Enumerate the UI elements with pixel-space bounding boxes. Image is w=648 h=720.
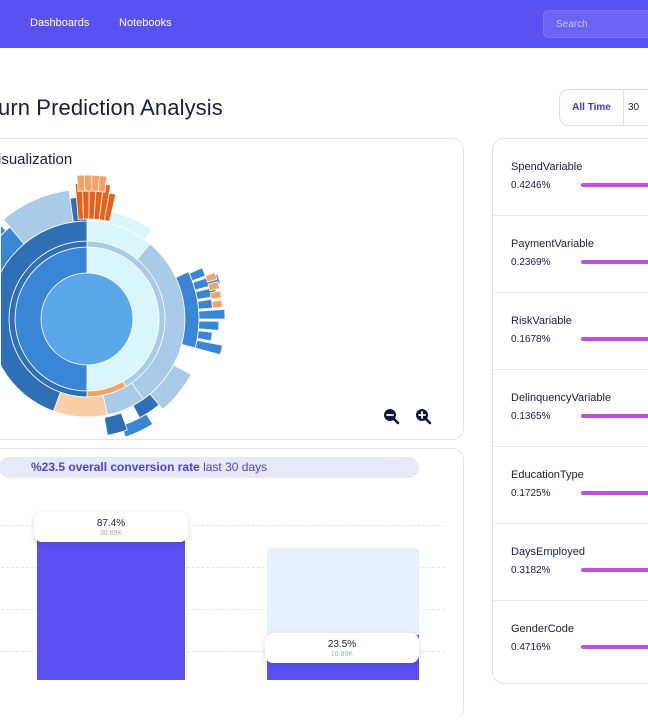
bar-2-percent: 23.5%: [327, 639, 357, 650]
time-filter-30[interactable]: 30: [628, 90, 648, 125]
sunburst-segment[interactable]: [121, 413, 154, 438]
variable-bar: [581, 491, 648, 495]
sunburst-segment[interactable]: [84, 174, 93, 192]
variable-bar: [581, 183, 648, 187]
conversion-card: %23.5 overall conversion rate last 30 da…: [0, 448, 464, 720]
variable-name: GenderCode: [511, 623, 574, 635]
time-range-filter: All Time 30: [559, 89, 648, 126]
conversion-headline: %23.5 overall conversion rate: [31, 460, 200, 474]
visualization-card: isualization: [0, 138, 464, 440]
sunburst-segment[interactable]: [1, 219, 7, 236]
sunburst-segment[interactable]: [188, 267, 206, 282]
zoom-in-button[interactable]: [414, 407, 432, 425]
bar-1-count: 30.89K: [99, 530, 123, 537]
sunburst-segment[interactable]: [76, 174, 86, 192]
sunburst-segment[interactable]: [204, 271, 218, 283]
variable-row[interactable]: RiskVariable 0.1678%: [493, 293, 648, 370]
zoom-out-button[interactable]: [382, 407, 400, 425]
variable-name: RiskVariable: [511, 315, 572, 327]
conversion-chart: %23.5 overall conversion rate last 30 da…: [0, 449, 465, 720]
variable-row[interactable]: PaymentVariable 0.2369%: [493, 216, 648, 293]
sunburst-segment[interactable]: [198, 308, 226, 320]
gridline: [1, 609, 445, 610]
sunburst-segment[interactable]: [106, 210, 153, 241]
variable-importance-card: SpendVariable 0.4246% PaymentVariable 0.…: [492, 138, 648, 684]
variable-value: 0.2369%: [511, 257, 551, 268]
sunburst-segment[interactable]: [196, 330, 213, 342]
variable-name: DelinquencyVariable: [511, 392, 612, 404]
sunburst-segment[interactable]: [103, 192, 117, 223]
sunburst-segment[interactable]: [211, 299, 223, 309]
variable-row[interactable]: GenderCode 0.4716%: [493, 601, 648, 678]
gridline: [1, 651, 445, 652]
variable-name: DaysEmployed: [511, 546, 585, 558]
variable-value: 0.1365%: [511, 411, 551, 422]
sunburst-segment[interactable]: [194, 339, 223, 356]
sunburst-segment[interactable]: [97, 175, 108, 193]
search-input[interactable]: [543, 10, 648, 38]
variable-name: PaymentVariable: [511, 238, 594, 250]
variable-row[interactable]: EducationType 0.1725%: [493, 447, 648, 524]
bar-label-1: 87.4% 30.89K: [34, 512, 188, 542]
zoom-in-icon: [416, 409, 432, 425]
variable-row[interactable]: DaysEmployed 0.3182%: [493, 524, 648, 601]
sunburst-segment[interactable]: [132, 393, 160, 419]
variable-value: 0.4716%: [511, 642, 551, 653]
page-title: urn Prediction Analysis: [0, 95, 223, 120]
visualization-title: isualization: [0, 151, 73, 168]
sunburst-center[interactable]: [41, 273, 133, 365]
sunburst-chart[interactable]: [1, 165, 281, 441]
variable-row[interactable]: DelinquencyVariable 0.1365%: [493, 370, 648, 447]
bar-label-2: 23.5% 10.89K: [265, 633, 419, 663]
variable-value: 0.1725%: [511, 488, 551, 499]
bar-2-count: 10.89K: [330, 651, 354, 658]
zoom-out-icon: [384, 409, 400, 425]
variable-bar: [581, 337, 648, 341]
sunburst-segment[interactable]: [103, 412, 128, 436]
variable-name: SpendVariable: [511, 161, 583, 173]
variable-bar: [581, 568, 648, 572]
variable-bar: [581, 645, 648, 649]
bar-1-percent: 87.4%: [96, 518, 126, 529]
top-nav-bar: Dashboards Notebooks: [0, 0, 648, 48]
nav-notebooks-link[interactable]: Notebooks: [119, 17, 172, 29]
variable-bar: [581, 260, 648, 264]
sunburst-segment[interactable]: [209, 290, 222, 300]
gridline: [1, 567, 445, 568]
gridline: [1, 525, 445, 526]
sunburst-segment[interactable]: [198, 320, 220, 331]
sunburst-segment[interactable]: [207, 281, 220, 292]
variable-value: 0.3182%: [511, 565, 551, 576]
time-filter-all-time[interactable]: All Time: [560, 90, 624, 125]
variable-bar: [581, 414, 648, 418]
variable-value: 0.1678%: [511, 334, 551, 345]
variable-name: EducationType: [511, 469, 584, 481]
variable-value: 0.4246%: [511, 180, 551, 191]
sunburst-segment[interactable]: [197, 298, 213, 310]
conversion-period: last 30 days: [199, 460, 268, 474]
nav-dashboards-link[interactable]: Dashboards: [30, 17, 90, 29]
sunburst-segment[interactable]: [82, 190, 90, 220]
conversion-rate-summary: %23.5 overall conversion rate last 30 da…: [0, 457, 419, 478]
variable-row[interactable]: SpendVariable 0.4246%: [493, 139, 648, 216]
